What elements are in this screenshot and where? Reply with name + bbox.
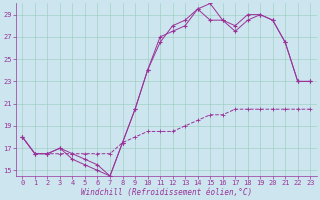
- X-axis label: Windchill (Refroidissement éolien,°C): Windchill (Refroidissement éolien,°C): [81, 188, 252, 197]
